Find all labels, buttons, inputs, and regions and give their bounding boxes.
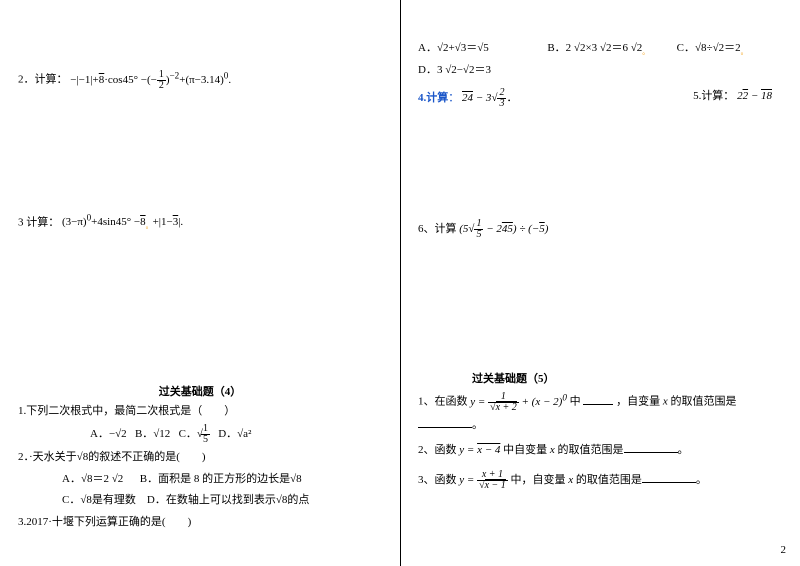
- orange-dot-icon: 。: [642, 48, 649, 56]
- section5: 过关基础题（5） 1、在函数 y = 1√x + 2 + (x − 2)0 中 …: [418, 370, 782, 491]
- s5-q1-blank: 。: [418, 417, 782, 435]
- blank-underline: [624, 443, 678, 453]
- s4-q1-opts: A．−√2 B．√12 C．√15 D．√a²: [18, 424, 382, 445]
- s4-q2: 2．·天水关于√8的叙述不正确的是( ): [18, 449, 382, 467]
- s5-q3-mid: 中，自变量 x 的取值范围是: [511, 474, 642, 486]
- page-number: 2: [781, 544, 787, 556]
- q3-left: 3 计算： (3−π)0+4sin45° −8。+|1−3|.: [18, 211, 382, 233]
- s4-q1-C-den: 5: [201, 435, 210, 445]
- s4-q2-opts-row2: C．√8是有理数 D．在数轴上可以找到表示√8的点: [18, 492, 382, 510]
- s4-q2-A: A．√8＝2 √2: [62, 473, 123, 485]
- s5-q3-prefix: 3、函数: [418, 474, 457, 486]
- right-column: A．√2+√3＝√5 B．2 √2×3 √2＝6 √2。 C．√8÷√2＝2。 …: [400, 0, 800, 566]
- blank-underline: [418, 418, 472, 428]
- mc-A: A．√2+√3＝√5: [418, 40, 523, 58]
- s4-q2-C: C．√8是有理数: [62, 494, 136, 506]
- q2-expr: −|−1|+8·cos45° −(−12)−2+(π−3.14)0.: [70, 74, 231, 86]
- s5-q2-mid: 中自变量 x 的取值范围是: [503, 444, 623, 456]
- q2-label: 2．计算：: [18, 74, 68, 86]
- s5-q1-suffix: ，自变量 x 的取值范围是: [616, 396, 736, 408]
- mc-D: D．3 √2−√2＝3: [418, 64, 491, 76]
- s5-q2-expr: y = x − 4: [459, 444, 503, 456]
- q4-q5: 4.计算： 24 − 3√23． 5.计算： 22 − 18: [418, 88, 782, 109]
- s5-q1-den: √x + 2: [488, 403, 519, 413]
- section5-title: 过关基础题（5）: [418, 370, 782, 386]
- q5: 5.计算： 22 − 18: [607, 88, 782, 109]
- q2-left: 2．计算： −|−1|+8·cos45° −(−12)−2+(π−3.14)0.: [18, 68, 382, 91]
- s4-q3: 3.2017·十堰下列运算正确的是( ): [18, 514, 382, 532]
- q4-label: 4.计算: [418, 92, 448, 104]
- q4: 4.计算： 24 − 3√23．: [418, 88, 583, 109]
- s5-q1-expr: y = 1√x + 2 + (x − 2)0: [470, 396, 569, 408]
- s4-q1-C: C．√15: [179, 428, 210, 440]
- q6: 6、计算 (5√15 − 245) ÷ (−5): [418, 219, 782, 240]
- mc-B-text: B．2 √2×3 √2＝6 √2: [547, 42, 642, 54]
- q4-label-prefix: 4.计算: [418, 92, 448, 104]
- s5-q3: 3、函数 y = x + 1√x − 1 中，自变量 x 的取值范围是 。: [418, 470, 782, 491]
- orange-dot-icon: 。: [741, 48, 748, 56]
- q6-expr: (5√15 − 245) ÷ (−5): [459, 223, 548, 235]
- mc-row1: A．√2+√3＝√5 B．2 √2×3 √2＝6 √2。 C．√8÷√2＝2。: [418, 40, 782, 58]
- s4-q1-A: A．−√2: [90, 428, 127, 440]
- q5-expr: 22 − 18: [737, 90, 772, 102]
- orange-dot-icon: 。: [146, 222, 153, 230]
- mc-C-text: C．√8÷√2＝2: [677, 42, 741, 54]
- s5-q3-tail: 。: [696, 474, 707, 486]
- s5-q1-prefix: 1、在函数: [418, 396, 468, 408]
- mc-B: B．2 √2×3 √2＝6 √2。: [547, 40, 652, 58]
- q4-den: 3: [497, 99, 506, 109]
- s5-q2: 2、函数 y = x − 4 中自变量 x 的取值范围是 。: [418, 442, 782, 460]
- section4-title: 过关基础题（4）: [18, 383, 382, 399]
- q6-den: 5: [474, 230, 483, 240]
- q3-expr: (3−π)0+4sin45° −8。+|1−3|.: [62, 216, 183, 228]
- s5-q2-tail: 。: [678, 444, 689, 456]
- mc-C: C．√8÷√2＝2。: [677, 40, 782, 58]
- q4-expr: 24 − 3√23: [462, 92, 506, 104]
- s4-q1-D: D．√a²: [218, 428, 251, 440]
- s4-q1-C-prefix: C．: [179, 428, 197, 440]
- q4-colon: ：: [448, 92, 459, 104]
- mc-row2: D．3 √2−√2＝3: [418, 62, 782, 80]
- s4-q1: 1.下列二次根式中，最简二次根式是（ ）: [18, 403, 382, 421]
- q3-label: 3 计算：: [18, 216, 59, 228]
- s5-q3-expr: y = x + 1√x − 1: [459, 474, 510, 486]
- section4: 过关基础题（4） 1.下列二次根式中，最简二次根式是（ ） A．−√2 B．√1…: [18, 383, 382, 532]
- s4-q2-D: D．在数轴上可以找到表示√8的点: [147, 494, 309, 506]
- s5-q3-den: √x − 1: [477, 481, 508, 491]
- s4-q2-B: B．面积是 8 的正方形的边长是√8: [140, 473, 302, 485]
- blank-underline: [642, 473, 696, 483]
- q6-label: 6、计算: [418, 223, 457, 235]
- s4-q2-opts-row1: A．√8＝2 √2 B．面积是 8 的正方形的边长是√8: [18, 471, 382, 489]
- s5-q1: 1、在函数 y = 1√x + 2 + (x − 2)0 中 ，自变量 x 的取…: [418, 390, 782, 413]
- q5-label: 5.计算：: [693, 90, 734, 102]
- s4-q1-B: B．√12: [135, 428, 170, 440]
- left-column: 2．计算： −|−1|+8·cos45° −(−12)−2+(π−3.14)0.…: [0, 0, 400, 566]
- s5-q2-prefix: 2、函数: [418, 444, 457, 456]
- blank-underline: [583, 395, 613, 405]
- q4-tail: ．: [506, 92, 517, 104]
